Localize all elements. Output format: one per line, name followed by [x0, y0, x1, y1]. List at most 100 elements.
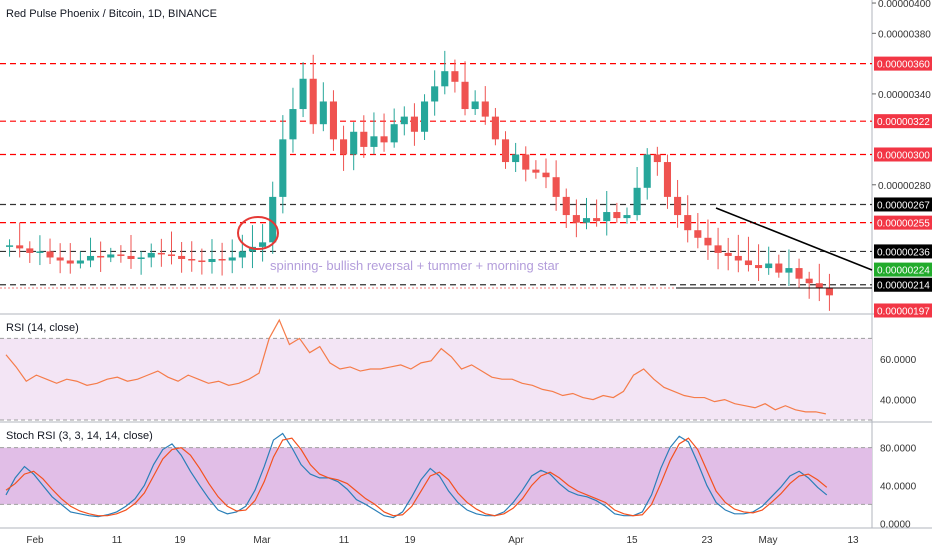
candle-body — [76, 260, 84, 264]
price-badge-label: 0.00000267 — [877, 200, 930, 211]
candle-body — [623, 215, 631, 219]
candle-body — [481, 101, 489, 117]
candle-body — [532, 169, 540, 173]
candle-body — [157, 252, 165, 255]
price-tick-label: 0.00000340 — [878, 90, 931, 101]
x-tick-label: 19 — [404, 535, 416, 546]
candle-body — [218, 258, 226, 261]
candle-body — [572, 215, 580, 223]
candle-body — [137, 257, 145, 259]
candle-body — [127, 255, 135, 259]
price-levels — [0, 63, 872, 286]
x-tick-label: 23 — [701, 535, 713, 546]
price-badge-label: 0.00000360 — [877, 60, 930, 71]
price-badge — [874, 114, 932, 129]
candle-body — [208, 258, 216, 263]
highlight-circle — [237, 216, 279, 250]
candle-body — [16, 245, 24, 249]
rsi-band — [0, 337, 872, 421]
candle-body — [775, 263, 783, 273]
price-badge-label: 0.00000224 — [877, 266, 930, 277]
candle-body — [491, 116, 499, 140]
candle-body — [663, 162, 672, 197]
candle-body — [97, 255, 105, 258]
candle-body — [56, 257, 64, 261]
candle-body — [289, 109, 297, 140]
price-badge — [874, 56, 932, 71]
candle-body — [522, 154, 530, 170]
x-tick-label: 13 — [847, 535, 859, 546]
candle-body — [461, 81, 469, 110]
candle-body — [370, 136, 378, 147]
candle-body — [542, 172, 550, 178]
candles — [6, 50, 833, 311]
annotation-text: spinning- bullish reversal + tummer + mo… — [270, 258, 560, 273]
annotations: spinning- bullish reversal + tummer + mo… — [0, 207, 873, 289]
candle-body — [410, 116, 418, 132]
candle-body — [744, 260, 752, 266]
rsi-tick-label: 40.0000 — [880, 396, 917, 407]
candle-body — [714, 245, 722, 253]
rsi-band-fill — [0, 338, 872, 420]
candle-body — [421, 101, 429, 132]
price-tick-label: 0.00000280 — [878, 181, 931, 192]
price-badge-label: 0.00000255 — [877, 219, 930, 230]
candle-body — [724, 252, 732, 256]
price-badge-label: 0.00000300 — [877, 150, 930, 161]
price-badge — [874, 147, 932, 162]
candle-body — [603, 212, 611, 222]
candle-body — [238, 251, 246, 258]
candle-body — [562, 196, 570, 216]
price-badge — [874, 244, 932, 259]
candle-body — [188, 258, 196, 261]
candle-body — [441, 71, 449, 87]
candle-body — [501, 139, 510, 163]
candle-body — [613, 212, 621, 219]
candle-body — [674, 196, 682, 216]
price-badge-label: 0.00000236 — [877, 247, 930, 258]
candle-body — [66, 260, 74, 264]
candle-body — [400, 116, 408, 125]
candle-body — [107, 254, 115, 258]
candle-body — [309, 78, 317, 125]
trendline — [715, 207, 873, 271]
candle-body — [350, 131, 358, 155]
x-tick-label: 11 — [112, 535, 123, 546]
candle-body — [147, 252, 155, 258]
candle-body — [795, 268, 803, 279]
candle-body — [279, 139, 287, 197]
candle-body — [36, 251, 44, 253]
candle-body — [684, 215, 692, 231]
candle-body — [360, 131, 368, 147]
candle-body — [228, 257, 236, 261]
stoch-tick-label: 40.0000 — [880, 481, 917, 492]
stoch-k-line — [5, 432, 828, 519]
candle-body — [178, 255, 186, 259]
candle-body — [380, 136, 388, 143]
candle-body — [6, 245, 14, 247]
candle-body — [431, 86, 439, 102]
x-tick-label: 15 — [626, 535, 638, 546]
candle-body — [593, 218, 601, 222]
candle-body — [694, 230, 702, 238]
grid — [0, 0, 932, 529]
candle-body — [340, 139, 348, 155]
candle-body — [825, 287, 833, 296]
candle-body — [46, 251, 54, 258]
stoch-title: Stoch RSI (3, 3, 14, 14, close) — [6, 430, 153, 442]
axes: 0.00000400 0.00000380 0.00000360 0.00000340… — [26, 0, 932, 546]
candle-body — [390, 124, 398, 143]
candle-body — [471, 101, 479, 110]
price-badge — [874, 303, 932, 318]
price-badge — [874, 197, 932, 212]
candle-body — [86, 255, 95, 261]
price-tick-label: 0.00000380 — [878, 29, 931, 40]
price-badge-label: 0.00000322 — [877, 117, 930, 128]
stoch-band-fill — [0, 447, 872, 505]
candle-body — [329, 101, 337, 140]
stoch-d-line — [5, 437, 828, 517]
candle-body — [259, 242, 267, 247]
candle-body — [451, 71, 459, 82]
candle-body — [815, 283, 823, 288]
